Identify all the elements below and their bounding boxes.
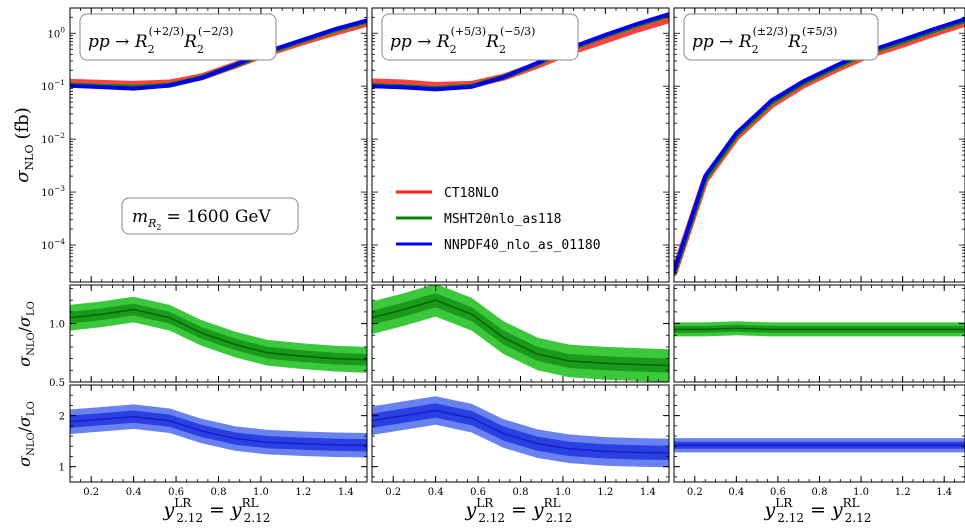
y-axis-label-middle: σNLO/σLO <box>15 301 37 367</box>
x-tick-label: 0.8 <box>211 487 227 498</box>
y-ticks-linear <box>372 288 669 383</box>
y-ticks-log <box>674 7 965 283</box>
y-tick-label: 2 <box>59 412 65 423</box>
y-ticks-linear <box>674 384 965 478</box>
x-tick-label: 0.6 <box>168 487 184 498</box>
top-1-x-ticks <box>69 8 368 282</box>
x-tick-label: 1.0 <box>853 487 869 498</box>
legend-label: MSHT20nlo_as118 <box>444 212 561 227</box>
y-tick-label: 100 <box>47 25 65 40</box>
x-tick-label: 0.8 <box>812 487 828 498</box>
x-tick-label: 0.4 <box>728 487 744 498</box>
y-tick-label: 10−4 <box>41 237 65 252</box>
x-tick-label: 1.4 <box>338 487 354 498</box>
top-3-x-ticks <box>673 8 965 282</box>
panel-3-bottom-frame <box>673 384 965 483</box>
y-ticks-log <box>372 7 669 283</box>
mass-label: mR2= 1600 GeV <box>132 207 271 232</box>
x-tick-label: 0.4 <box>428 487 444 498</box>
mid-3-x-ticks <box>673 285 965 382</box>
ratio-central-line <box>372 409 669 454</box>
y-ticks-linear <box>372 384 669 478</box>
bot-3-x-ticks: 0.2 0.4 0.6 0.8 1.0 1.2 1.4 <box>673 385 965 498</box>
x-tick-label: 0.6 <box>770 487 786 498</box>
x-tick-label: 0.6 <box>470 487 486 498</box>
x-tick-label: 1.2 <box>895 487 911 498</box>
legend: CT18NLO MSHT20nlo_as118 NNPDF40_nlo_as_011… <box>396 186 601 253</box>
series-line-NNPDF40_nlo_as_01180 <box>70 18 367 91</box>
panel-1-ratio-nnpdf <box>70 404 367 458</box>
process-label-box <box>683 13 879 61</box>
mid-1-x-ticks <box>69 285 368 382</box>
x-tick-label: 0.8 <box>513 487 529 498</box>
ratio-band-inner <box>372 403 669 460</box>
panel-1-ratio-msht <box>70 296 367 373</box>
panel-3-ratio-nnpdf <box>674 438 965 453</box>
x-tick-label: 1.4 <box>640 487 656 498</box>
y-ticks-linear: 12 <box>59 384 367 478</box>
top-2-x-ticks <box>371 8 670 282</box>
process-label-box <box>79 13 277 61</box>
ratio-band-inner <box>70 303 367 366</box>
y-ticks-linear: 0.5 1.0 <box>49 288 367 389</box>
x-tick-label: 1.0 <box>253 487 269 498</box>
y-axis-label-bottom: σNLO/σLO <box>15 401 37 467</box>
ratio-central-line <box>674 327 965 331</box>
panel-3-ratio-msht <box>674 321 965 337</box>
y-tick-label: 1.0 <box>49 320 65 331</box>
ratio-central-line <box>372 299 669 367</box>
y-tick-label: 10−2 <box>41 131 65 146</box>
series-line-NNPDF40_nlo_as_01180 <box>674 17 965 274</box>
ratio-central-line <box>70 308 367 361</box>
process-label: pp → R2(+5/3)R2(−5/3) <box>390 25 535 56</box>
y-tick-label: 1 <box>59 463 65 474</box>
ratio-band-inner <box>70 410 367 452</box>
ratio-central-line <box>70 415 367 446</box>
mass-label-box <box>121 197 299 235</box>
x-axis-label: yLR 2.12 = yRL 2.12 <box>764 496 872 525</box>
y-tick-label: 10−3 <box>41 184 65 199</box>
x-tick-label: 1.0 <box>555 487 571 498</box>
x-axis-label: yLR 2.12 = yRL 2.12 <box>465 496 573 525</box>
y-tick-label: 0.5 <box>49 378 65 389</box>
panel-2-ratio-nnpdf <box>372 396 669 468</box>
bot-1-x-ticks: 0.2 0.4 0.6 0.8 1.0 1.2 1.4 <box>69 385 368 498</box>
x-tick-label: 0.2 <box>687 487 703 498</box>
legend-label: NNPDF40_nlo_as_01180 <box>444 238 601 253</box>
process-label: pp → R2(±2/3)R2(∓5/3) <box>692 25 837 56</box>
y-axis-label-top: σNLO(fb) <box>12 107 36 182</box>
panel-2-cross-section <box>372 12 669 92</box>
panel-2-ratio-msht <box>372 285 669 382</box>
y-tick-label: 10−1 <box>41 78 65 93</box>
series-line-CT18NLO <box>674 19 965 277</box>
legend-label: CT18NLO <box>444 186 499 201</box>
x-axis-label: yLR 2.12 = yRL 2.12 <box>163 496 271 525</box>
x-tick-label: 0.2 <box>385 487 401 498</box>
panel-1-cross-section <box>70 18 367 91</box>
process-label-box <box>381 13 579 61</box>
series-line-NNPDF40_nlo_as_01180 <box>372 12 669 92</box>
x-tick-label: 1.4 <box>936 487 952 498</box>
y-ticks-log: 100 10−1 10−2 10−3 10−4 <box>41 7 367 283</box>
x-tick-label: 1.2 <box>295 487 311 498</box>
x-tick-label: 1.2 <box>597 487 613 498</box>
bot-2-x-ticks: 0.2 0.4 0.6 0.8 1.0 1.2 1.4 <box>371 385 670 498</box>
panel-3-cross-section <box>674 17 965 277</box>
process-label: pp → R2(+2/3)R2(−2/3) <box>88 25 233 56</box>
x-tick-label: 0.4 <box>126 487 142 498</box>
mid-2-x-ticks <box>371 285 670 382</box>
x-tick-label: 0.2 <box>83 487 99 498</box>
